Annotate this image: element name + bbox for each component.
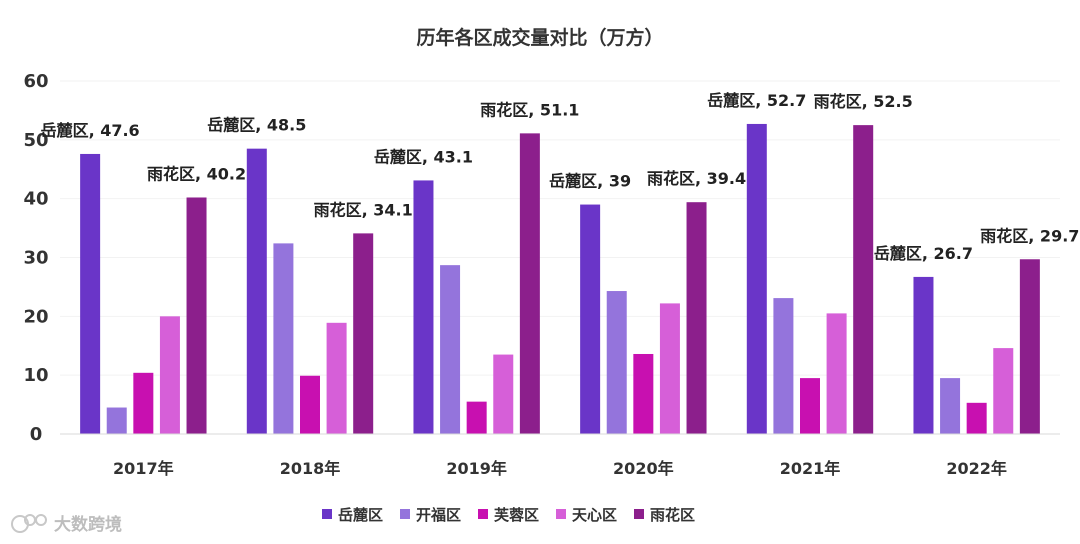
data-label: 岳麓区, 47.6 [41,121,140,140]
data-label: 雨花区, 40.2 [147,164,246,183]
data-label: 岳麓区, 39 [549,172,631,191]
watermark-logo-icon [11,514,47,533]
y-axis-ticks: 0 10 20 30 40 50 60 [23,71,48,445]
legend-swatch [556,509,566,519]
bar [580,204,601,434]
bar [800,378,820,434]
bars [80,123,1040,435]
data-label: 岳麓区, 43.1 [374,147,473,166]
bar [493,354,514,434]
bar [300,375,320,434]
legend-label: 雨花区 [650,506,695,524]
chart-title: 历年各区成交量对比（万方） [416,26,663,49]
bar [659,303,680,434]
x-tick-label: 2020年 [613,459,674,478]
data-label: 雨花区, 52.5 [814,92,913,111]
bar [440,265,461,434]
gridlines [60,80,1060,376]
legend-swatch [634,509,644,519]
bar [773,298,794,434]
y-tick-label: 50 [23,130,48,151]
bar [106,407,127,434]
bar [413,180,434,434]
bar [913,276,934,434]
legend-swatch [400,509,410,519]
bar [633,353,654,434]
bar [940,378,961,434]
legend-swatch [322,509,332,519]
y-tick-label: 40 [23,189,48,210]
bar [746,123,767,434]
y-tick-label: 60 [23,71,48,92]
legend-label: 芙蓉区 [493,506,539,524]
legend-swatch [478,509,488,519]
bar [80,153,101,434]
watermark: 大数跨境 [11,514,122,535]
bar [966,402,987,434]
legend: 岳麓区 开福区 芙蓉区 天心区 雨花区 [322,506,695,524]
x-tick-label: 2017年 [113,459,174,478]
bar [826,313,847,434]
legend-label: 开福区 [416,506,461,524]
legend-label: 岳麓区 [338,506,383,524]
x-tick-label: 2018年 [280,459,341,478]
bar [326,322,347,434]
bar [853,125,874,434]
bar [353,233,374,434]
y-tick-label: 0 [30,424,43,445]
data-label: 雨花区, 51.1 [480,100,579,119]
data-label: 岳麓区, 52.7 [707,91,806,110]
x-tick-label: 2022年 [946,459,1007,478]
bar [133,372,154,434]
bar [1019,259,1040,434]
bar [186,197,207,434]
legend-label: 天心区 [572,506,617,524]
watermark-text: 大数跨境 [54,514,122,535]
bar [606,291,627,434]
bar [273,243,294,434]
y-tick-label: 10 [23,365,48,386]
x-tick-label: 2019年 [446,459,507,478]
x-axis-ticks: 2017年 2018年 2019年 2020年 2021年 2022年 [113,459,1007,478]
data-labels: 岳麓区, 47.6 雨花区, 40.2 岳麓区, 48.5 雨花区, 34.1 岳麓区,… [41,91,1080,263]
bar [519,133,540,434]
bar [686,202,707,434]
data-label: 雨花区, 29.7 [980,226,1079,245]
data-label: 岳麓区, 26.7 [874,244,973,263]
y-tick-label: 30 [23,248,48,269]
bar [993,348,1014,434]
bar [246,148,267,435]
bar [159,316,180,434]
data-label: 雨花区, 39.4 [647,169,746,188]
x-tick-label: 2021年 [780,459,841,478]
bar [466,401,487,434]
y-tick-label: 20 [23,306,48,327]
data-label: 岳麓区, 48.5 [207,116,306,135]
data-label: 雨花区, 34.1 [314,200,413,219]
